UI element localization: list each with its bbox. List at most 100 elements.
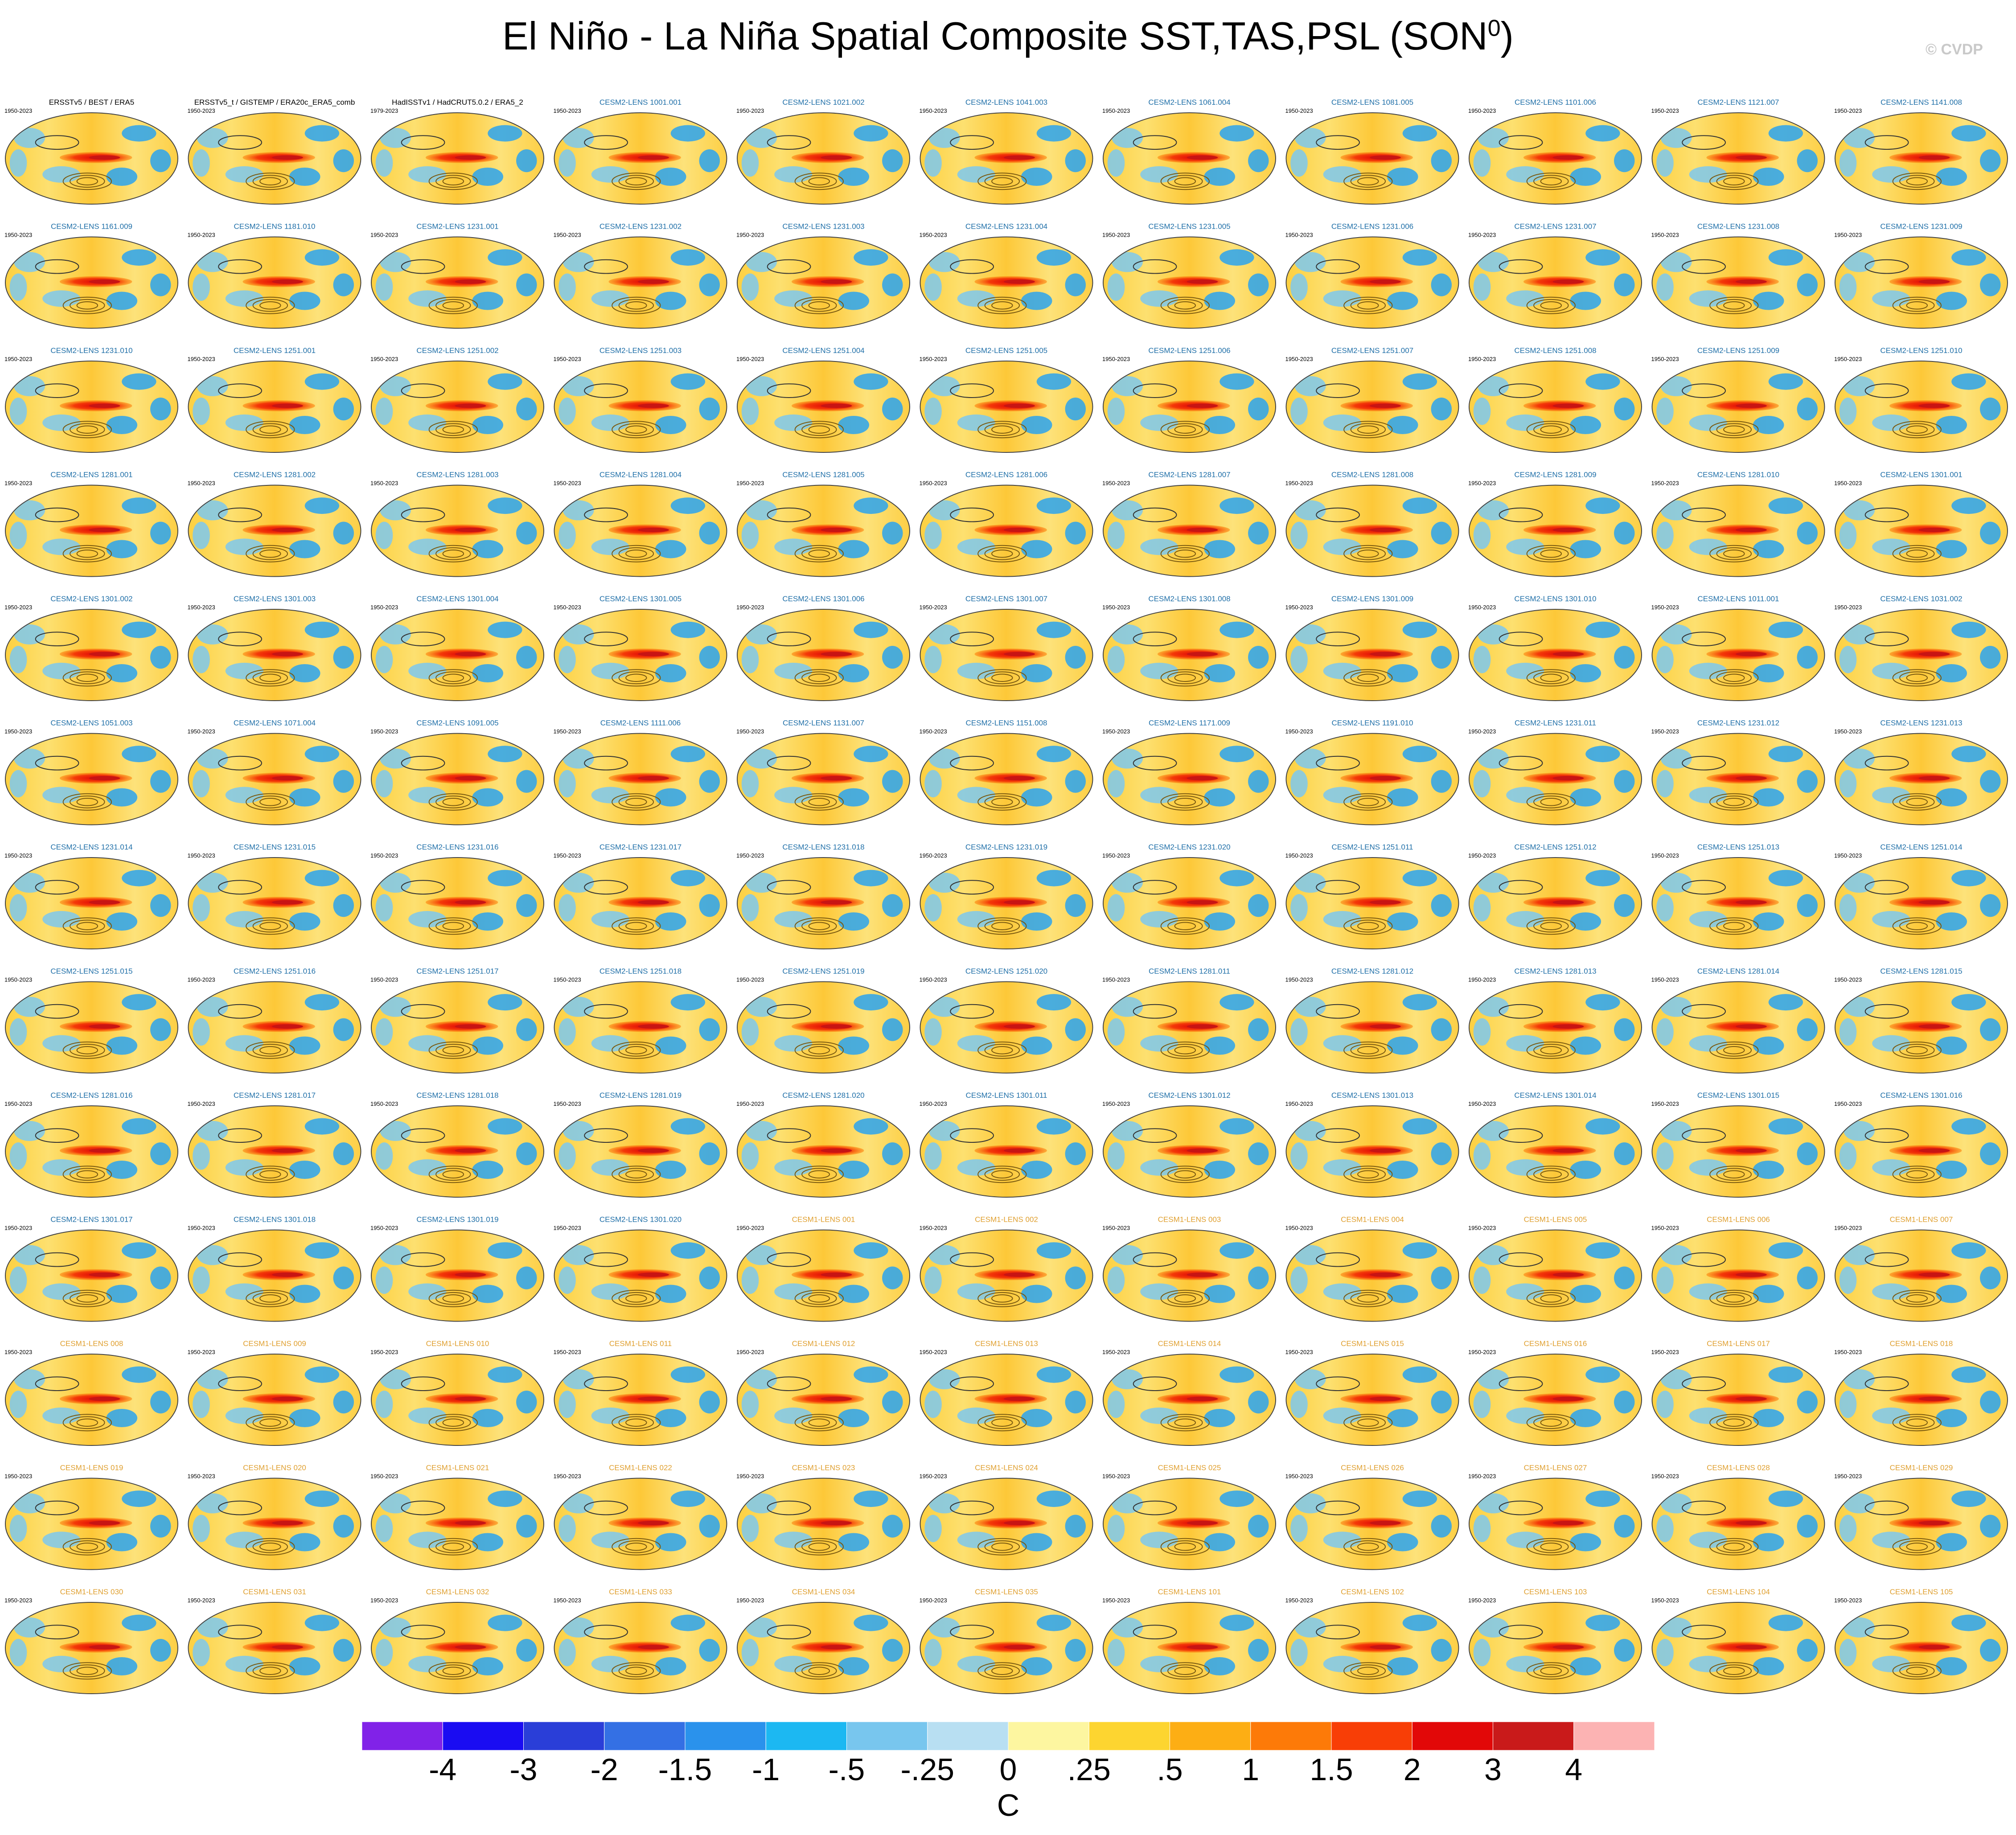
- warm-anomaly-core: [1918, 527, 1950, 533]
- cool-anomaly-patch: [1660, 1245, 1692, 1265]
- map-outline: [1285, 857, 1459, 949]
- psl-contour: [252, 920, 288, 933]
- psl-contour: [1160, 1414, 1210, 1432]
- panel-period: 1950-2023: [1468, 232, 1496, 238]
- psl-contour: [442, 301, 464, 310]
- panel-period: 1950-2023: [554, 728, 581, 735]
- psl-contour: [246, 1538, 295, 1556]
- cool-anomaly-patch: [408, 1159, 447, 1176]
- psl-contour: [1160, 172, 1210, 190]
- cool-anomaly-patch: [1387, 1161, 1418, 1179]
- cool-anomaly-patch: [1204, 1285, 1236, 1303]
- psl-contour: [618, 671, 654, 685]
- cool-anomaly-patch: [1585, 1366, 1620, 1383]
- cool-anomaly-patch: [122, 746, 156, 763]
- cool-anomaly-patch: [1323, 166, 1361, 183]
- psl-contour: [428, 793, 478, 811]
- panel-period: 1950-2023: [4, 1100, 32, 1107]
- psl-contour: [1723, 550, 1745, 558]
- psl-contour: [1167, 175, 1203, 188]
- psl-contour: [984, 547, 1020, 560]
- map-outline: [554, 1105, 727, 1198]
- cool-anomaly-patch: [741, 1018, 759, 1046]
- psl-contour: [1316, 135, 1360, 150]
- psl-contour: [1892, 296, 1942, 314]
- panel-period: 1950-2023: [1468, 1473, 1496, 1480]
- cool-anomaly-patch: [375, 1018, 393, 1046]
- panel-title: CESM2-LENS 1281.016: [50, 1091, 132, 1100]
- psl-contour: [808, 1170, 830, 1178]
- psl-contour: [1357, 673, 1379, 682]
- cool-anomaly-patch: [655, 1409, 686, 1427]
- cool-anomaly-patch: [193, 894, 210, 922]
- cool-anomaly-patch: [289, 291, 320, 310]
- cool-anomaly-patch: [1839, 398, 1857, 425]
- warm-anomaly-core: [272, 1520, 303, 1526]
- psl-contour: [442, 1667, 464, 1675]
- cool-anomaly-patch: [1431, 1018, 1452, 1041]
- psl-contour: [767, 383, 811, 398]
- psl-contour: [435, 671, 471, 685]
- panel-title: CESM2-LENS 1231.006: [1331, 222, 1413, 231]
- panel-title: CESM1-LENS 005: [1524, 1215, 1587, 1224]
- psl-contour: [1540, 550, 1562, 558]
- cool-anomaly-patch: [1478, 1617, 1509, 1638]
- map-outline: [1835, 609, 2008, 701]
- panel-title: CESM2-LENS 1231.015: [234, 843, 316, 851]
- warm-anomaly-core: [89, 1024, 120, 1029]
- cool-anomaly-patch: [1323, 1407, 1361, 1424]
- warm-anomaly-core: [89, 1520, 120, 1526]
- psl-contour: [801, 299, 837, 312]
- panel-period: 1950-2023: [1651, 977, 1679, 983]
- panel-period: 1950-2023: [1468, 977, 1496, 983]
- cool-anomaly-patch: [838, 912, 870, 931]
- psl-contour: [435, 1168, 471, 1181]
- panel-title: CESM1-LENS 018: [1890, 1339, 1953, 1348]
- cool-anomaly-patch: [1689, 787, 1727, 804]
- cool-anomaly-patch: [516, 1515, 537, 1538]
- panel-title: CESM1-LENS 102: [1341, 1588, 1404, 1596]
- cool-anomaly-patch: [1402, 746, 1437, 763]
- cool-anomaly-patch: [42, 1655, 81, 1672]
- panel-period: 1950-2023: [1834, 232, 1862, 238]
- psl-contour: [612, 1662, 661, 1680]
- cool-anomaly-patch: [304, 1366, 340, 1383]
- cool-anomaly-patch: [1065, 1391, 1086, 1414]
- cool-anomaly-patch: [193, 1391, 210, 1418]
- map-outline: [371, 857, 544, 949]
- cool-anomaly-patch: [838, 788, 870, 807]
- psl-contour: [991, 425, 1013, 434]
- warm-anomaly-core: [638, 652, 669, 657]
- cool-anomaly-patch: [563, 1369, 594, 1389]
- psl-contour: [1160, 793, 1210, 811]
- psl-contour: [1343, 917, 1393, 935]
- panel-title: CESM2-LENS 1301.004: [416, 595, 498, 603]
- cool-anomaly-patch: [516, 1142, 537, 1166]
- psl-contour: [625, 673, 647, 682]
- cool-anomaly-patch: [1936, 1036, 1967, 1055]
- cool-anomaly-patch: [1112, 748, 1143, 769]
- panel-period: 1950-2023: [736, 1473, 764, 1480]
- map-outline: [1103, 484, 1276, 577]
- warm-anomaly-core: [821, 403, 852, 408]
- panel-title: CESM2-LENS 1281.005: [782, 471, 864, 479]
- psl-contour: [1892, 1289, 1942, 1307]
- cool-anomaly-patch: [1021, 664, 1052, 682]
- psl-contour: [1892, 421, 1942, 439]
- cool-anomaly-patch: [957, 166, 995, 183]
- warm-anomaly-core: [1552, 900, 1584, 905]
- warm-anomaly-core: [638, 403, 669, 408]
- psl-contour: [1709, 669, 1759, 687]
- panel-period: 1950-2023: [188, 852, 215, 859]
- map-outline: [1469, 1105, 1642, 1198]
